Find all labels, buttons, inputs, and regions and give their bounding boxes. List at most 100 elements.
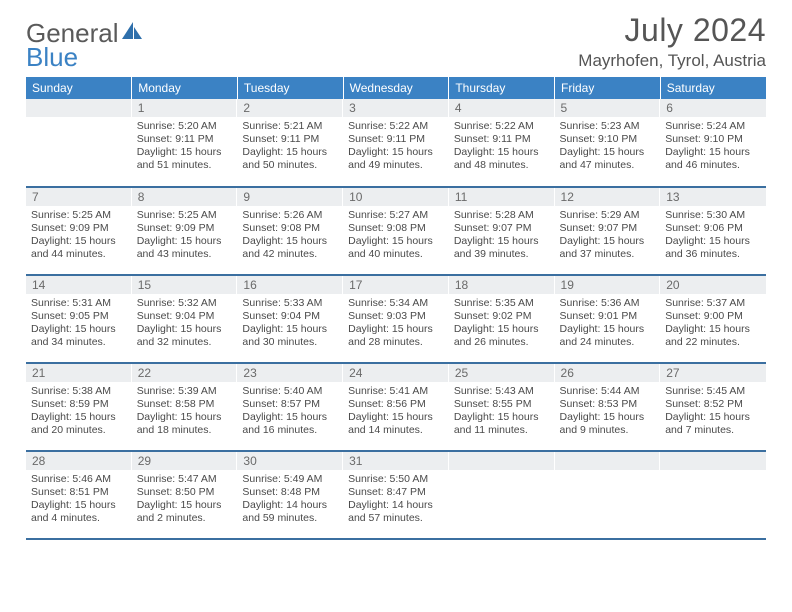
day-body: Sunrise: 5:22 AMSunset: 9:11 PMDaylight:… <box>343 117 449 177</box>
day-body: Sunrise: 5:40 AMSunset: 8:57 PMDaylight:… <box>237 382 343 442</box>
weekday-header: Monday <box>132 77 238 99</box>
day-number: 31 <box>343 452 449 470</box>
calendar: SundayMondayTuesdayWednesdayThursdayFrid… <box>26 77 766 540</box>
logo-sail-icon <box>121 21 143 41</box>
calendar-cell: 1Sunrise: 5:20 AMSunset: 9:11 PMDaylight… <box>132 99 238 187</box>
header: General July 2024 Mayrhofen, Tyrol, Aust… <box>26 12 766 71</box>
day-body: Sunrise: 5:34 AMSunset: 9:03 PMDaylight:… <box>343 294 449 354</box>
day-body: Sunrise: 5:25 AMSunset: 9:09 PMDaylight:… <box>132 206 238 266</box>
day-number: 12 <box>555 188 661 206</box>
calendar-cell: 9Sunrise: 5:26 AMSunset: 9:08 PMDaylight… <box>237 187 343 275</box>
calendar-cell <box>660 451 766 539</box>
calendar-cell: 28Sunrise: 5:46 AMSunset: 8:51 PMDayligh… <box>26 451 132 539</box>
day-body: Sunrise: 5:44 AMSunset: 8:53 PMDaylight:… <box>555 382 661 442</box>
calendar-cell: 24Sunrise: 5:41 AMSunset: 8:56 PMDayligh… <box>343 363 449 451</box>
day-body: Sunrise: 5:20 AMSunset: 9:11 PMDaylight:… <box>132 117 238 177</box>
day-body: Sunrise: 5:36 AMSunset: 9:01 PMDaylight:… <box>555 294 661 354</box>
calendar-cell: 10Sunrise: 5:27 AMSunset: 9:08 PMDayligh… <box>343 187 449 275</box>
day-number: 11 <box>449 188 555 206</box>
title-block: July 2024 Mayrhofen, Tyrol, Austria <box>578 12 766 71</box>
day-number: 6 <box>660 99 766 117</box>
weekday-header: Thursday <box>449 77 555 99</box>
day-number: 8 <box>132 188 238 206</box>
logo-word2: Blue <box>26 42 78 73</box>
day-body: Sunrise: 5:38 AMSunset: 8:59 PMDaylight:… <box>26 382 132 442</box>
day-body: Sunrise: 5:31 AMSunset: 9:05 PMDaylight:… <box>26 294 132 354</box>
day-number: 17 <box>343 276 449 294</box>
day-number: 3 <box>343 99 449 117</box>
calendar-cell: 21Sunrise: 5:38 AMSunset: 8:59 PMDayligh… <box>26 363 132 451</box>
day-number: 13 <box>660 188 766 206</box>
day-number: 21 <box>26 364 132 382</box>
calendar-cell: 8Sunrise: 5:25 AMSunset: 9:09 PMDaylight… <box>132 187 238 275</box>
day-body <box>555 470 661 477</box>
weekday-header: Sunday <box>26 77 132 99</box>
calendar-cell <box>555 451 661 539</box>
day-number: 16 <box>237 276 343 294</box>
day-number: 29 <box>132 452 238 470</box>
day-number: 28 <box>26 452 132 470</box>
day-number: 7 <box>26 188 132 206</box>
weekday-header: Saturday <box>660 77 766 99</box>
calendar-cell: 18Sunrise: 5:35 AMSunset: 9:02 PMDayligh… <box>449 275 555 363</box>
weekday-header: Wednesday <box>343 77 449 99</box>
calendar-cell: 3Sunrise: 5:22 AMSunset: 9:11 PMDaylight… <box>343 99 449 187</box>
calendar-cell: 31Sunrise: 5:50 AMSunset: 8:47 PMDayligh… <box>343 451 449 539</box>
location: Mayrhofen, Tyrol, Austria <box>578 51 766 71</box>
calendar-body: 1Sunrise: 5:20 AMSunset: 9:11 PMDaylight… <box>26 99 766 539</box>
weekday-header: Friday <box>555 77 661 99</box>
day-number: 22 <box>132 364 238 382</box>
day-number: 4 <box>449 99 555 117</box>
calendar-cell: 7Sunrise: 5:25 AMSunset: 9:09 PMDaylight… <box>26 187 132 275</box>
day-body: Sunrise: 5:39 AMSunset: 8:58 PMDaylight:… <box>132 382 238 442</box>
day-body: Sunrise: 5:46 AMSunset: 8:51 PMDaylight:… <box>26 470 132 530</box>
calendar-cell: 27Sunrise: 5:45 AMSunset: 8:52 PMDayligh… <box>660 363 766 451</box>
day-number: 25 <box>449 364 555 382</box>
day-body: Sunrise: 5:50 AMSunset: 8:47 PMDaylight:… <box>343 470 449 530</box>
day-body: Sunrise: 5:32 AMSunset: 9:04 PMDaylight:… <box>132 294 238 354</box>
calendar-cell: 11Sunrise: 5:28 AMSunset: 9:07 PMDayligh… <box>449 187 555 275</box>
day-body: Sunrise: 5:33 AMSunset: 9:04 PMDaylight:… <box>237 294 343 354</box>
day-number: 23 <box>237 364 343 382</box>
day-number: 20 <box>660 276 766 294</box>
weekday-header: Tuesday <box>237 77 343 99</box>
day-number: 27 <box>660 364 766 382</box>
calendar-cell: 22Sunrise: 5:39 AMSunset: 8:58 PMDayligh… <box>132 363 238 451</box>
calendar-cell: 20Sunrise: 5:37 AMSunset: 9:00 PMDayligh… <box>660 275 766 363</box>
calendar-cell: 30Sunrise: 5:49 AMSunset: 8:48 PMDayligh… <box>237 451 343 539</box>
calendar-week: 28Sunrise: 5:46 AMSunset: 8:51 PMDayligh… <box>26 451 766 539</box>
day-body: Sunrise: 5:45 AMSunset: 8:52 PMDaylight:… <box>660 382 766 442</box>
calendar-week: 1Sunrise: 5:20 AMSunset: 9:11 PMDaylight… <box>26 99 766 187</box>
day-body: Sunrise: 5:25 AMSunset: 9:09 PMDaylight:… <box>26 206 132 266</box>
day-number: 5 <box>555 99 661 117</box>
calendar-cell: 29Sunrise: 5:47 AMSunset: 8:50 PMDayligh… <box>132 451 238 539</box>
day-number: 30 <box>237 452 343 470</box>
day-body: Sunrise: 5:28 AMSunset: 9:07 PMDaylight:… <box>449 206 555 266</box>
calendar-cell: 23Sunrise: 5:40 AMSunset: 8:57 PMDayligh… <box>237 363 343 451</box>
day-body: Sunrise: 5:24 AMSunset: 9:10 PMDaylight:… <box>660 117 766 177</box>
calendar-cell: 25Sunrise: 5:43 AMSunset: 8:55 PMDayligh… <box>449 363 555 451</box>
calendar-cell: 14Sunrise: 5:31 AMSunset: 9:05 PMDayligh… <box>26 275 132 363</box>
calendar-cell: 4Sunrise: 5:22 AMSunset: 9:11 PMDaylight… <box>449 99 555 187</box>
day-body: Sunrise: 5:27 AMSunset: 9:08 PMDaylight:… <box>343 206 449 266</box>
day-number: 18 <box>449 276 555 294</box>
calendar-cell <box>26 99 132 187</box>
day-number <box>26 99 132 117</box>
day-body: Sunrise: 5:37 AMSunset: 9:00 PMDaylight:… <box>660 294 766 354</box>
page-title: July 2024 <box>578 12 766 49</box>
day-number: 1 <box>132 99 238 117</box>
day-body: Sunrise: 5:23 AMSunset: 9:10 PMDaylight:… <box>555 117 661 177</box>
day-number: 26 <box>555 364 661 382</box>
calendar-head: SundayMondayTuesdayWednesdayThursdayFrid… <box>26 77 766 99</box>
calendar-week: 14Sunrise: 5:31 AMSunset: 9:05 PMDayligh… <box>26 275 766 363</box>
calendar-week: 7Sunrise: 5:25 AMSunset: 9:09 PMDaylight… <box>26 187 766 275</box>
day-number: 14 <box>26 276 132 294</box>
calendar-cell: 6Sunrise: 5:24 AMSunset: 9:10 PMDaylight… <box>660 99 766 187</box>
calendar-cell: 17Sunrise: 5:34 AMSunset: 9:03 PMDayligh… <box>343 275 449 363</box>
day-number: 10 <box>343 188 449 206</box>
calendar-cell: 15Sunrise: 5:32 AMSunset: 9:04 PMDayligh… <box>132 275 238 363</box>
day-body: Sunrise: 5:21 AMSunset: 9:11 PMDaylight:… <box>237 117 343 177</box>
calendar-cell: 19Sunrise: 5:36 AMSunset: 9:01 PMDayligh… <box>555 275 661 363</box>
day-number: 2 <box>237 99 343 117</box>
calendar-cell: 13Sunrise: 5:30 AMSunset: 9:06 PMDayligh… <box>660 187 766 275</box>
